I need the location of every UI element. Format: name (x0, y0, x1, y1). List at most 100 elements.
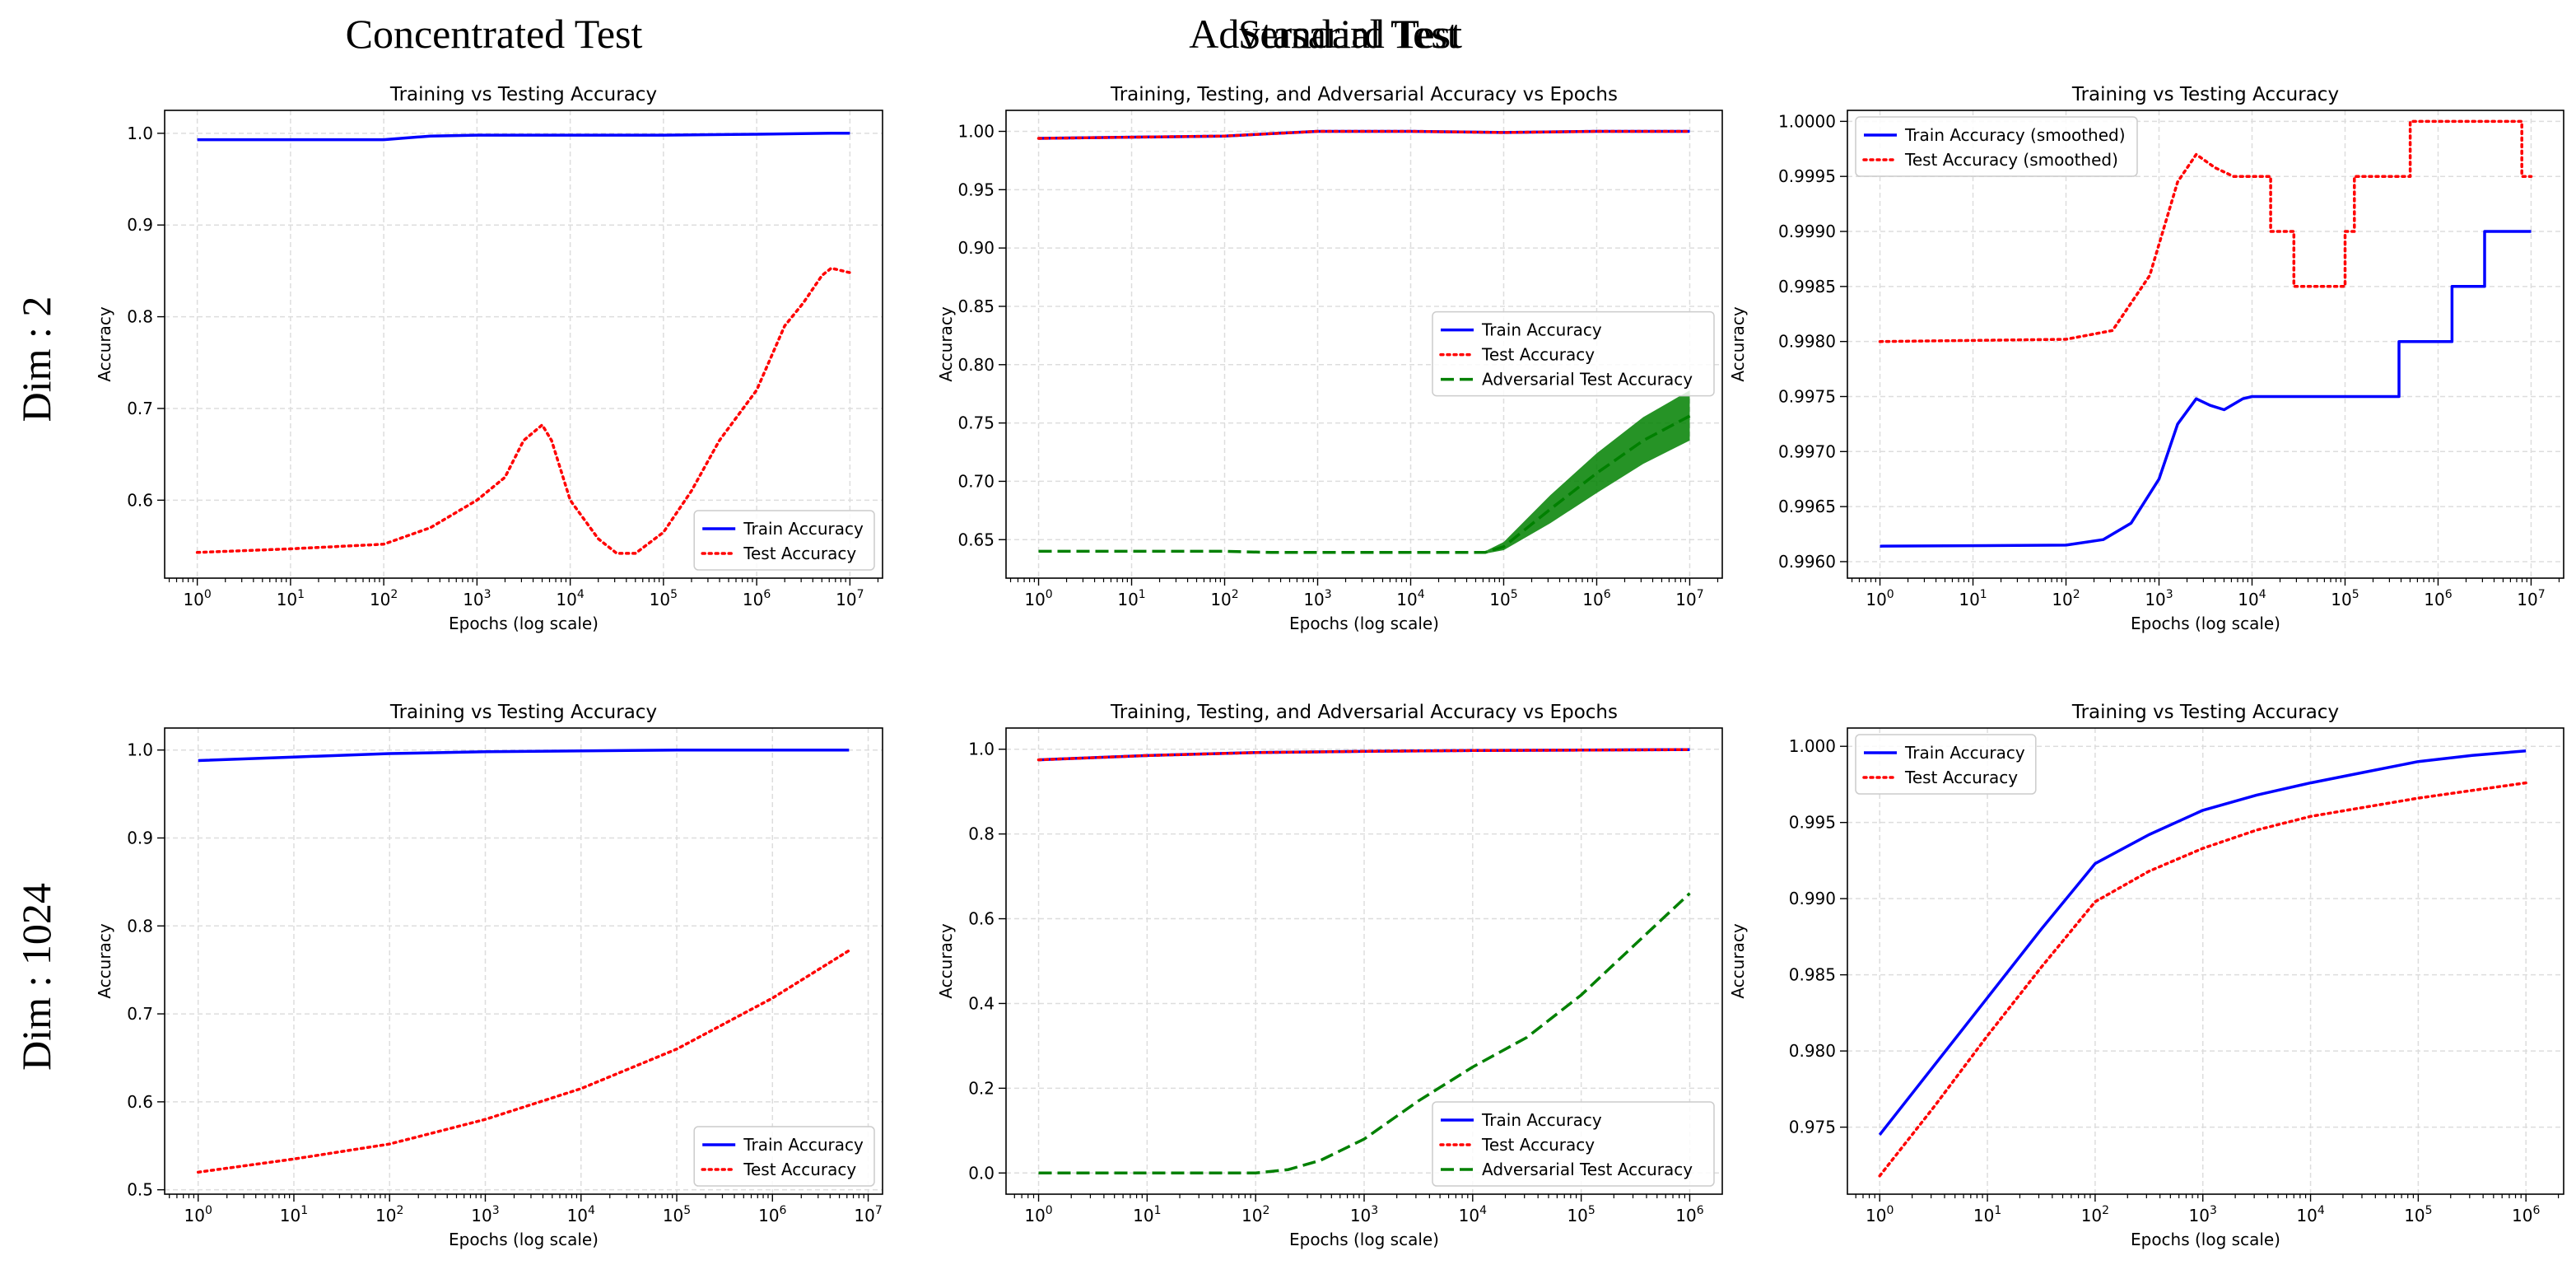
y-tick-label: 1.0 (127, 124, 153, 143)
y-tick-label: 0.6 (127, 490, 153, 510)
x-tick-label: 107 (2517, 588, 2545, 609)
legend: Train Accuracy Test Accuracy (693, 1126, 875, 1187)
x-tick-label: 101 (1133, 1204, 1161, 1225)
y-tick-label: 0.9 (127, 828, 153, 847)
legend-box (693, 1126, 875, 1187)
y-tick-label: 0.80 (957, 355, 995, 375)
plot-frame (1847, 727, 2564, 1195)
chart-dim2-adversarial: 100 101 102 103 104 105 106 107 0.65 0.70 0.75 0.80… (936, 84, 1723, 633)
series-line-test-accuracy (1036, 129, 1692, 140)
chart-dim1024-adversarial: 100 101 102 103 104 105 106 0.0 0.2 0.4 0.6 0.8 1.0 T… (936, 702, 1723, 1249)
legend-label: Test Accuracy (1904, 768, 2018, 787)
x-tick-label: 104 (2238, 588, 2266, 609)
column-title-standard: Standard Test (1238, 11, 1462, 57)
y-tick-label: 0.7 (127, 1004, 153, 1024)
y-tick-label: 0.9965 (1778, 497, 1836, 516)
x-axis-label: Epochs (log scale) (449, 1230, 599, 1249)
y-tick-label: 0.0 (968, 1163, 995, 1183)
y-tick-label: 0.8 (127, 307, 153, 327)
legend-label: Train Accuracy (743, 519, 864, 539)
x-axis-label: Epochs (log scale) (449, 614, 599, 633)
legend: Train Accuracy (smoothed) Test Accuracy (… (1855, 116, 2138, 177)
y-tick-label: 0.4 (968, 993, 995, 1013)
series-line-train-accuracy (197, 132, 850, 142)
x-tick-label: 104 (1396, 588, 1424, 609)
legend-label: Test Accuracy (1481, 345, 1595, 365)
legend-label: Train Accuracy (1904, 743, 2025, 763)
y-tick-label: 0.65 (957, 530, 995, 549)
y-tick-label: 0.9990 (1778, 222, 1836, 241)
legend-label: Train Accuracy (1481, 1110, 1602, 1130)
x-tick-label: 102 (375, 1204, 403, 1225)
x-axis-label: Epochs (log scale) (2131, 614, 2280, 633)
x-tick-label: 105 (2331, 588, 2359, 609)
y-tick-label: 0.75 (957, 413, 995, 433)
y-tick-label: 0.6 (127, 1092, 153, 1112)
y-axis-label: Accuracy (95, 306, 114, 381)
legend-box (1432, 1101, 1715, 1187)
plot-frame (1005, 110, 1723, 579)
x-tick-label: 103 (2145, 588, 2173, 609)
x-tick-label: 101 (1973, 1204, 2001, 1225)
y-tick-label: 0.85 (957, 296, 995, 316)
legend: Train Accuracy Test Accuracy (693, 510, 875, 571)
y-axis-label: Accuracy (1728, 306, 1748, 381)
x-tick-label: 106 (2424, 588, 2452, 609)
x-tick-label: 102 (1210, 588, 1238, 609)
series-line-test-accuracy (195, 266, 852, 555)
legend-label: Train Accuracy (smoothed) (1904, 125, 2126, 145)
series-band-adversarial (1484, 390, 1690, 554)
legend-label: Test Accuracy (1481, 1135, 1595, 1155)
x-tick-label: 105 (1489, 588, 1517, 609)
y-tick-label: 0.990 (1789, 889, 1836, 908)
chart-title: Training vs Testing Accuracy (389, 702, 657, 723)
x-tick-label: 104 (556, 588, 584, 609)
legend: Train Accuracy Test Accuracy Adversarial T… (1432, 310, 1715, 397)
x-tick-label: 101 (280, 1204, 308, 1225)
series-line-adversarial-test-accuracy (1038, 414, 1691, 554)
y-tick-label: 0.5 (127, 1180, 153, 1200)
series-line-train-accuracy-smoothed- (1880, 230, 2532, 548)
y-axis-label: Accuracy (95, 923, 114, 998)
y-tick-label: 1.0 (968, 740, 995, 759)
y-axis-label: Accuracy (936, 923, 956, 998)
x-tick-label: 106 (743, 588, 771, 609)
y-tick-label: 0.9 (127, 215, 153, 235)
y-tick-label: 1.0000 (1778, 111, 1836, 131)
chart-title: Training vs Testing Accuracy (389, 84, 657, 105)
x-tick-label: 100 (183, 588, 211, 609)
series-line-test-accuracy (1036, 748, 1692, 762)
x-tick-label: 101 (277, 588, 305, 609)
x-axis-label: Epochs (log scale) (1289, 1230, 1439, 1249)
y-tick-label: 0.980 (1789, 1041, 1836, 1061)
x-tick-label: 100 (1866, 1204, 1894, 1225)
x-tick-label: 102 (2081, 1204, 2109, 1225)
chart-title: Training, Testing, and Adversarial Accur… (1110, 702, 1618, 723)
legend-label: Adversarial Test Accuracy (1482, 1160, 1693, 1179)
y-tick-label: 0.2 (968, 1078, 995, 1098)
x-axis-label: Epochs (log scale) (1289, 614, 1439, 633)
y-tick-label: 1.00 (957, 121, 995, 141)
x-tick-label: 107 (854, 1204, 882, 1225)
legend-label: Test Accuracy (743, 1160, 856, 1179)
y-tick-label: 0.9995 (1778, 166, 1836, 186)
x-tick-label: 105 (650, 588, 678, 609)
x-tick-label: 102 (1241, 1204, 1269, 1225)
y-tick-label: 0.95 (957, 180, 995, 199)
column-title-adversarial: Adversarial Test (1189, 11, 1459, 57)
plot-frame (164, 727, 883, 1195)
plot-frame (164, 110, 883, 579)
x-tick-label: 105 (663, 1204, 691, 1225)
x-tick-label: 103 (471, 1204, 499, 1225)
y-tick-label: 0.995 (1789, 813, 1836, 833)
y-tick-label: 0.6 (968, 909, 995, 929)
legend-label: Train Accuracy (743, 1135, 864, 1155)
series-line-test-accuracy-smoothed- (1878, 119, 2533, 343)
y-tick-label: 0.90 (957, 238, 995, 258)
x-tick-label: 103 (2189, 1204, 2217, 1225)
x-tick-label: 105 (1567, 1204, 1595, 1225)
x-tick-label: 106 (2512, 1204, 2540, 1225)
plot-frame (1847, 110, 2564, 579)
x-tick-label: 106 (758, 1204, 786, 1225)
x-tick-label: 100 (1024, 588, 1052, 609)
